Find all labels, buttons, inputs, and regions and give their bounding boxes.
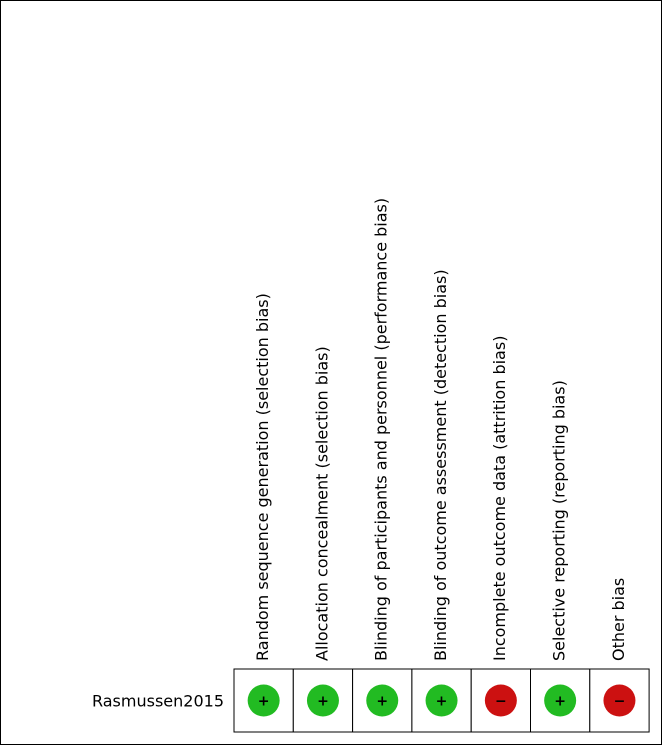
plus-icon: + (317, 694, 329, 710)
study-label: Rasmussen2015 (92, 692, 224, 711)
column-label: Allocation concealment (selection bias) (312, 346, 331, 661)
plus-icon: + (258, 694, 270, 710)
column-label: Random sequence generation (selection bi… (253, 293, 272, 661)
low-risk-circle (425, 684, 458, 717)
plus-icon: + (554, 694, 566, 710)
minus-icon: − (614, 694, 626, 710)
high-risk-circle (603, 684, 636, 717)
high-risk-circle (484, 684, 517, 717)
column-label: Other bias (609, 578, 628, 661)
plus-icon: + (376, 694, 388, 710)
minus-icon: − (495, 694, 507, 710)
judgement-cell (292, 668, 354, 733)
column-label: Blinding of participants and personnel (… (372, 198, 391, 661)
column-label: Incomplete outcome data (attrition bias) (490, 336, 509, 661)
column-label: Blinding of outcome assessment (detectio… (431, 269, 450, 661)
plus-icon: + (436, 694, 448, 710)
column-label: Selective reporting (reporting bias) (550, 380, 569, 661)
low-risk-circle (247, 684, 280, 717)
low-risk-circle (366, 684, 399, 717)
low-risk-circle (306, 684, 339, 717)
low-risk-circle (544, 684, 577, 717)
